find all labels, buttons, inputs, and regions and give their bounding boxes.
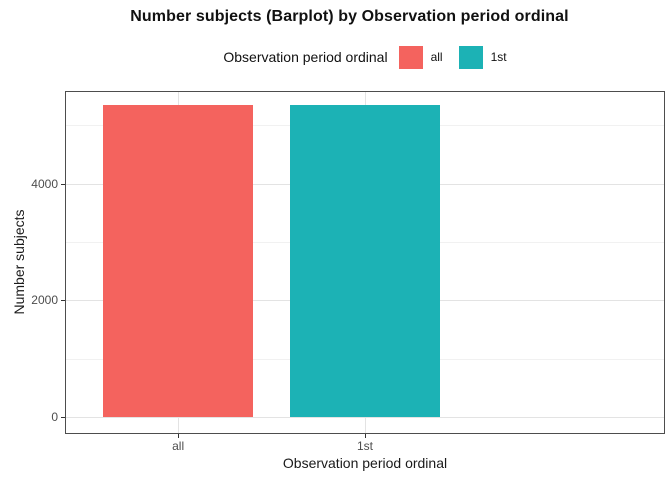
legend-title: Observation period ordinal — [223, 49, 388, 65]
legend-key-1st — [458, 45, 483, 69]
x-tick-1st — [365, 434, 366, 438]
x-tick-label-all: all — [172, 439, 185, 453]
y-tick-2000 — [61, 300, 65, 302]
legend-entry-1st: 1st — [458, 45, 507, 69]
x-axis-title: Observation period ordinal — [282, 455, 448, 471]
legend: Observation period ordinal all 1st — [65, 44, 665, 70]
legend-entry-all: all — [398, 45, 443, 69]
y-tick-label-2000: 2000 — [31, 293, 58, 308]
x-tick-label-1st: 1st — [356, 439, 373, 453]
y-tick-label-4000: 4000 — [31, 176, 58, 191]
y-tick-4000 — [61, 183, 65, 185]
x-tick-all — [178, 434, 180, 438]
legend-label-all: all — [430, 50, 443, 64]
legend-key-all — [398, 45, 423, 69]
plot-panel — [65, 91, 665, 434]
bar-all — [103, 104, 253, 418]
legend-label-1st: 1st — [490, 50, 507, 64]
bar-1st — [290, 104, 440, 418]
y-tick-0 — [61, 417, 65, 419]
plot-title: Number subjects (Barplot) by Observation… — [130, 8, 569, 25]
y-axis-title: Number subjects — [11, 209, 27, 315]
y-tick-label-0: 0 — [51, 410, 58, 425]
